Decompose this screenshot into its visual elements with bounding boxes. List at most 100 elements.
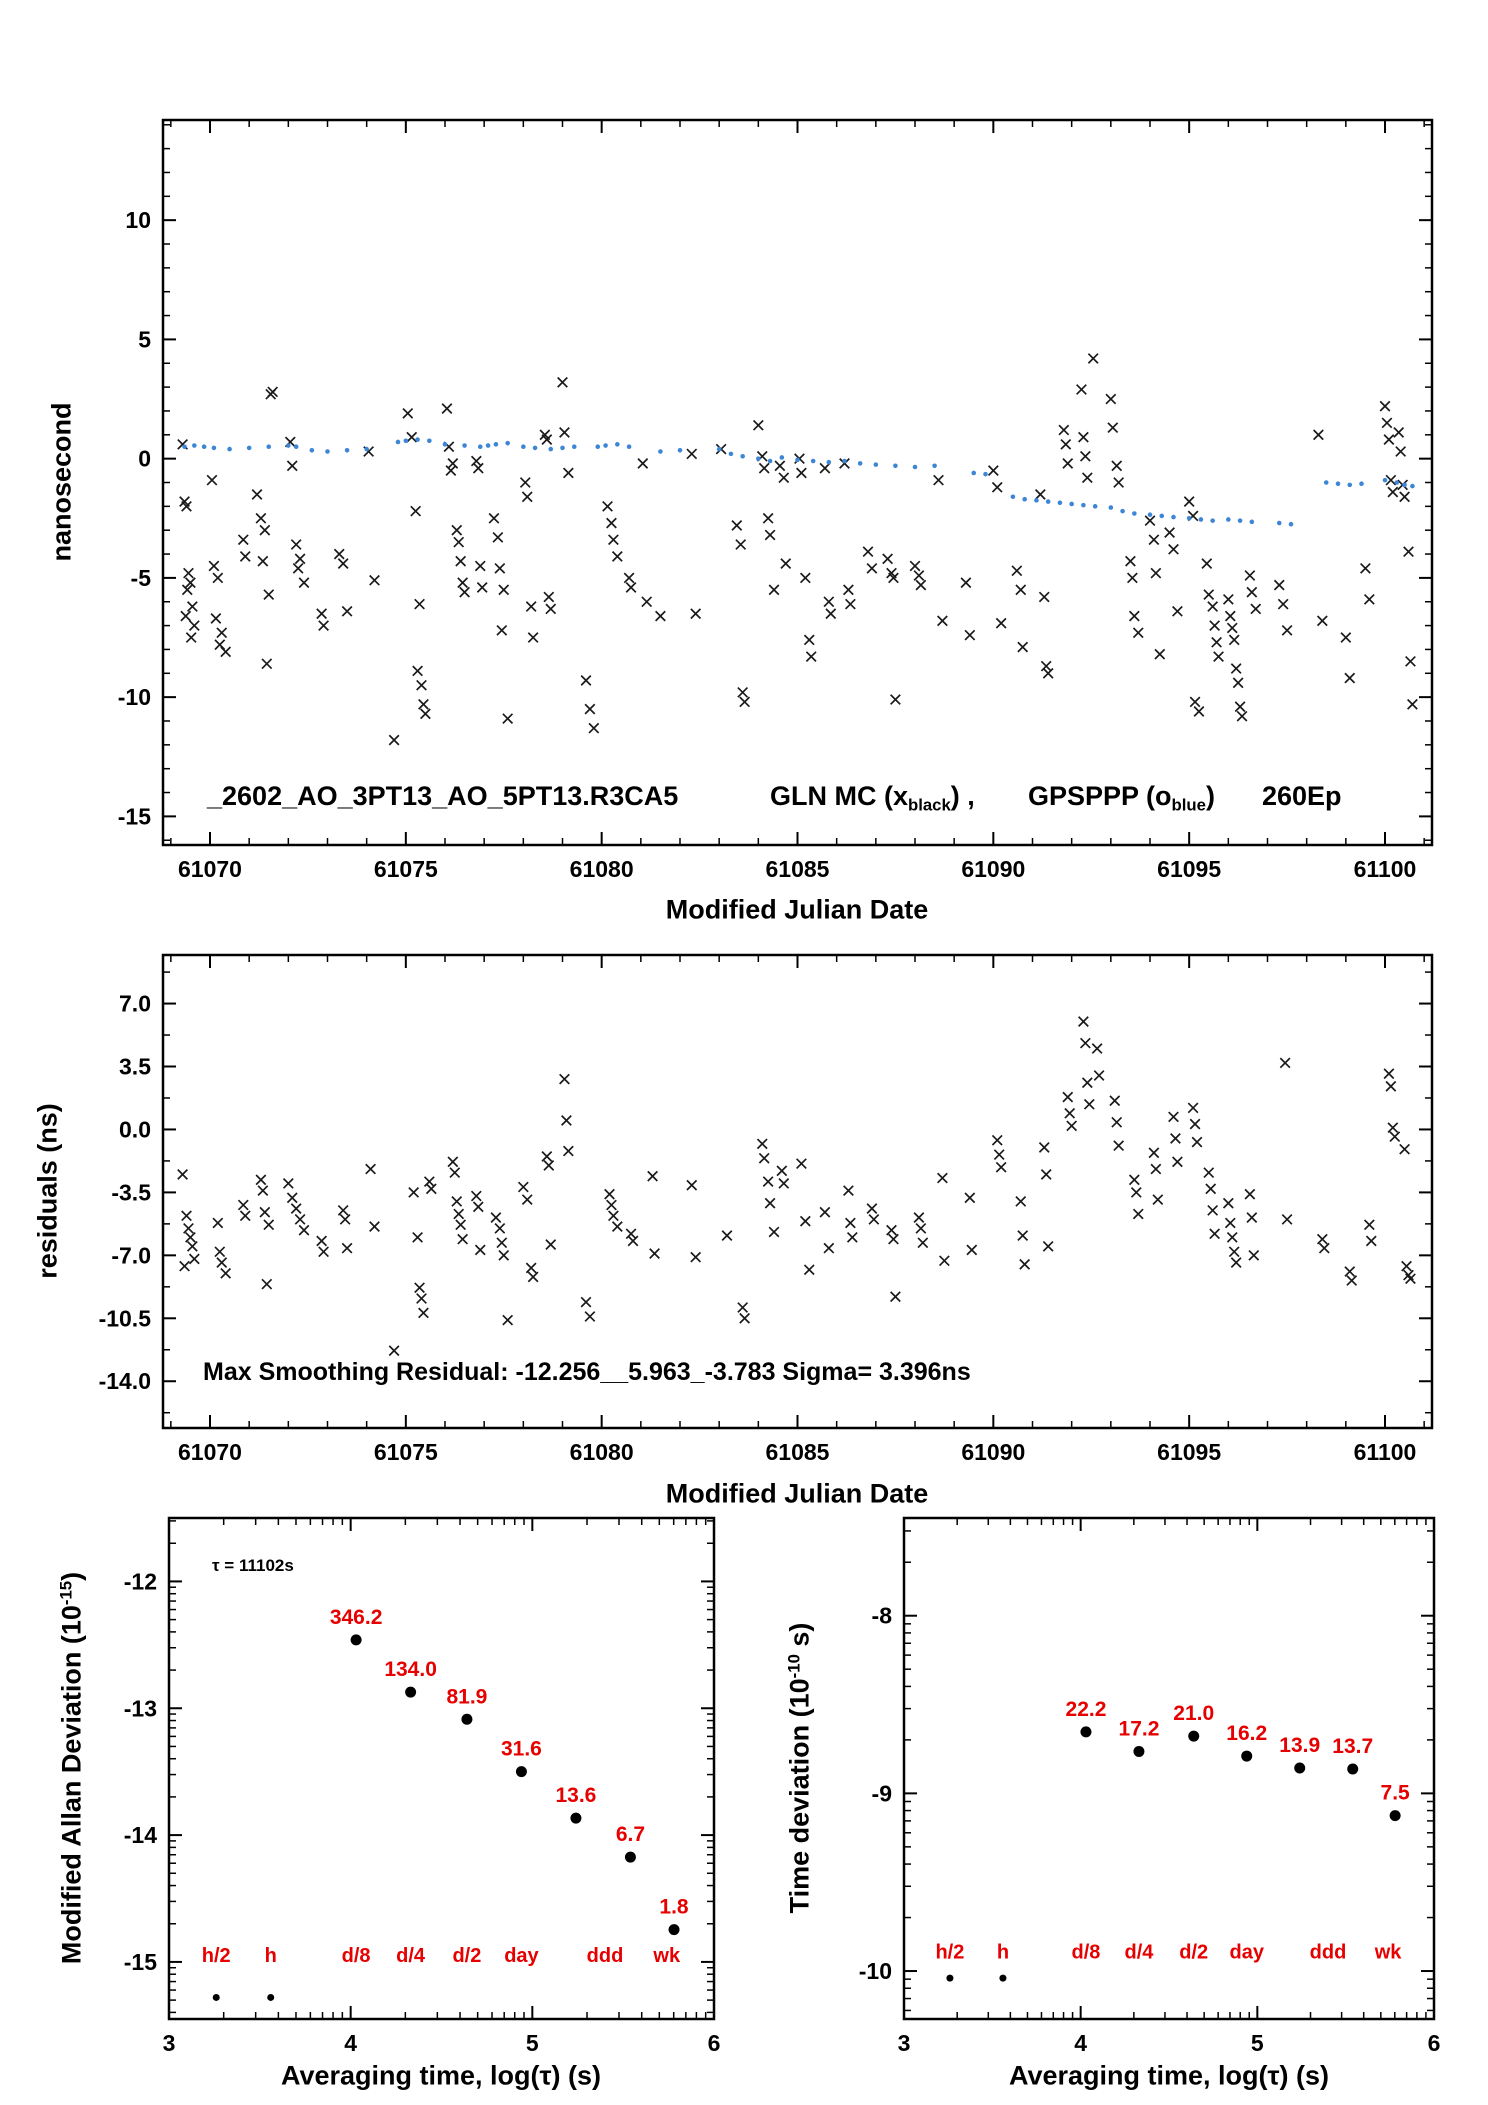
svg-text:10: 10 — [125, 207, 151, 233]
svg-text:h/2: h/2 — [202, 1945, 231, 1967]
svg-text:ddd: ddd — [587, 1945, 624, 1967]
legend-gln-sub: black — [908, 795, 951, 815]
residual-annotation: Max Smoothing Residual: -12.256__5.963_-… — [203, 1358, 971, 1386]
svg-text:-8: -8 — [872, 1603, 893, 1629]
svg-text:61100: 61100 — [1354, 856, 1417, 882]
tau-annotation: τ = 11102s — [212, 1556, 294, 1575]
svg-text:134.0: 134.0 — [384, 1658, 437, 1681]
svg-text:d/4: d/4 — [1125, 1942, 1155, 1964]
svg-text:346.2: 346.2 — [330, 1606, 383, 1629]
svg-text:-9: -9 — [872, 1780, 892, 1806]
y-axis-label-middle: residuals (ns) — [32, 1103, 63, 1279]
mdev-label-exponent: -15 — [56, 1580, 76, 1606]
svg-text:-7.0: -7.0 — [111, 1242, 151, 1268]
svg-text:d/2: d/2 — [452, 1945, 481, 1967]
svg-text:81.9: 81.9 — [446, 1685, 487, 1708]
svg-text:-12: -12 — [124, 1568, 157, 1594]
svg-text:61075: 61075 — [374, 1439, 438, 1465]
x-axis-label-middle: Modified Julian Date — [665, 1478, 929, 1509]
svg-text:-10.5: -10.5 — [99, 1305, 152, 1331]
tdev-label-prefix: Time deviation (10 — [784, 1678, 815, 1914]
svg-text:61085: 61085 — [766, 1439, 830, 1465]
svg-text:61080: 61080 — [570, 856, 634, 882]
svg-text:7.0: 7.0 — [119, 991, 151, 1017]
legend-gps-prefix: GPSPPP (o — [1028, 781, 1172, 811]
svg-text:3: 3 — [163, 2030, 176, 2056]
svg-text:3.5: 3.5 — [119, 1054, 151, 1080]
svg-text:3: 3 — [898, 2030, 911, 2056]
svg-text:day: day — [504, 1945, 539, 1967]
svg-text:6: 6 — [708, 2030, 721, 2056]
svg-text:7.5: 7.5 — [1381, 1782, 1411, 1805]
legend-gps-sub: blue — [1171, 795, 1206, 815]
svg-text:-14.0: -14.0 — [99, 1368, 151, 1394]
svg-text:61095: 61095 — [1157, 856, 1221, 882]
svg-text:61100: 61100 — [1354, 1439, 1417, 1465]
svg-text:-13: -13 — [124, 1695, 157, 1721]
y-axis-label-tdev: Time deviation (10-10 s) — [784, 1623, 815, 1914]
svg-text:h: h — [997, 1942, 1009, 1964]
svg-text:h/2: h/2 — [935, 1942, 964, 1964]
svg-text:31.6: 31.6 — [501, 1738, 542, 1761]
svg-text:wk: wk — [652, 1945, 681, 1967]
svg-text:17.2: 17.2 — [1119, 1717, 1160, 1740]
svg-text:13.6: 13.6 — [555, 1784, 596, 1807]
svg-text:-14: -14 — [124, 1822, 157, 1848]
svg-text:61070: 61070 — [178, 856, 242, 882]
tdev-label-suffix: s) — [784, 1622, 815, 1655]
svg-text:21.0: 21.0 — [1173, 1702, 1214, 1725]
svg-text:13.9: 13.9 — [1279, 1734, 1320, 1757]
x-axis-label-mdev: Averaging time, log(τ) (s) — [280, 2060, 602, 2091]
legend-file-id: _2602_AO_3PT13_AO_5PT13.R3CA5 — [207, 781, 679, 811]
svg-text:-10: -10 — [859, 1958, 892, 1984]
x-axis-label-top: Modified Julian Date — [665, 894, 929, 925]
svg-text:61085: 61085 — [766, 856, 830, 882]
svg-text:61080: 61080 — [570, 1439, 634, 1465]
svg-text:6: 6 — [1428, 2030, 1441, 2056]
svg-text:16.2: 16.2 — [1226, 1722, 1267, 1745]
mdev-label-suffix: ) — [56, 1571, 87, 1581]
svg-text:5: 5 — [526, 2030, 539, 2056]
svg-text:61075: 61075 — [374, 856, 438, 882]
svg-text:4: 4 — [344, 2030, 357, 2056]
svg-text:0.0: 0.0 — [119, 1116, 151, 1142]
svg-text:ddd: ddd — [1310, 1942, 1347, 1964]
legend-gps-post: ) — [1205, 781, 1215, 811]
svg-text:13.7: 13.7 — [1332, 1735, 1373, 1758]
svg-text:-15: -15 — [124, 1949, 157, 1975]
svg-text:61095: 61095 — [1157, 1439, 1221, 1465]
legend-gln: GLN MC (xblack) , — [770, 781, 975, 815]
legend-gln-mid: ) , — [950, 781, 975, 811]
svg-text:d/8: d/8 — [342, 1945, 371, 1967]
svg-text:-3.5: -3.5 — [111, 1179, 151, 1205]
svg-text:1.8: 1.8 — [659, 1896, 689, 1919]
svg-text:6.7: 6.7 — [616, 1823, 645, 1846]
svg-text:61090: 61090 — [961, 1439, 1025, 1465]
legend-epochs: 260Ep — [1262, 781, 1342, 811]
tdev-label-exponent: -10 — [784, 1654, 804, 1679]
svg-text:wk: wk — [1374, 1942, 1403, 1964]
legend-gln-prefix: GLN MC (x — [770, 781, 908, 811]
svg-text:4: 4 — [1074, 2030, 1087, 2056]
svg-text:d/8: d/8 — [1072, 1942, 1101, 1964]
svg-text:61090: 61090 — [961, 856, 1025, 882]
svg-text:-10: -10 — [118, 684, 151, 710]
svg-text:61070: 61070 — [178, 1439, 242, 1465]
y-axis-label-mdev: Modified Allan Deviation (10-15) — [56, 1572, 87, 1964]
legend-gps: GPSPPP (oblue) — [1028, 781, 1215, 815]
svg-text:22.2: 22.2 — [1066, 1698, 1107, 1721]
y-axis-label-top: nanosecond — [46, 402, 77, 562]
svg-text:d/4: d/4 — [396, 1945, 426, 1967]
svg-text:h: h — [265, 1945, 277, 1967]
x-axis-label-tdev: Averaging time, log(τ) (s) — [1008, 2060, 1330, 2091]
svg-text:d/2: d/2 — [1179, 1942, 1208, 1964]
svg-text:-5: -5 — [131, 565, 152, 591]
svg-text:-15: -15 — [118, 803, 151, 829]
svg-text:5: 5 — [138, 326, 151, 352]
svg-text:5: 5 — [1251, 2030, 1264, 2056]
svg-text:day: day — [1229, 1942, 1264, 1964]
mdev-label-prefix: Modified Allan Deviation (10 — [56, 1605, 87, 1965]
svg-text:0: 0 — [138, 446, 151, 472]
